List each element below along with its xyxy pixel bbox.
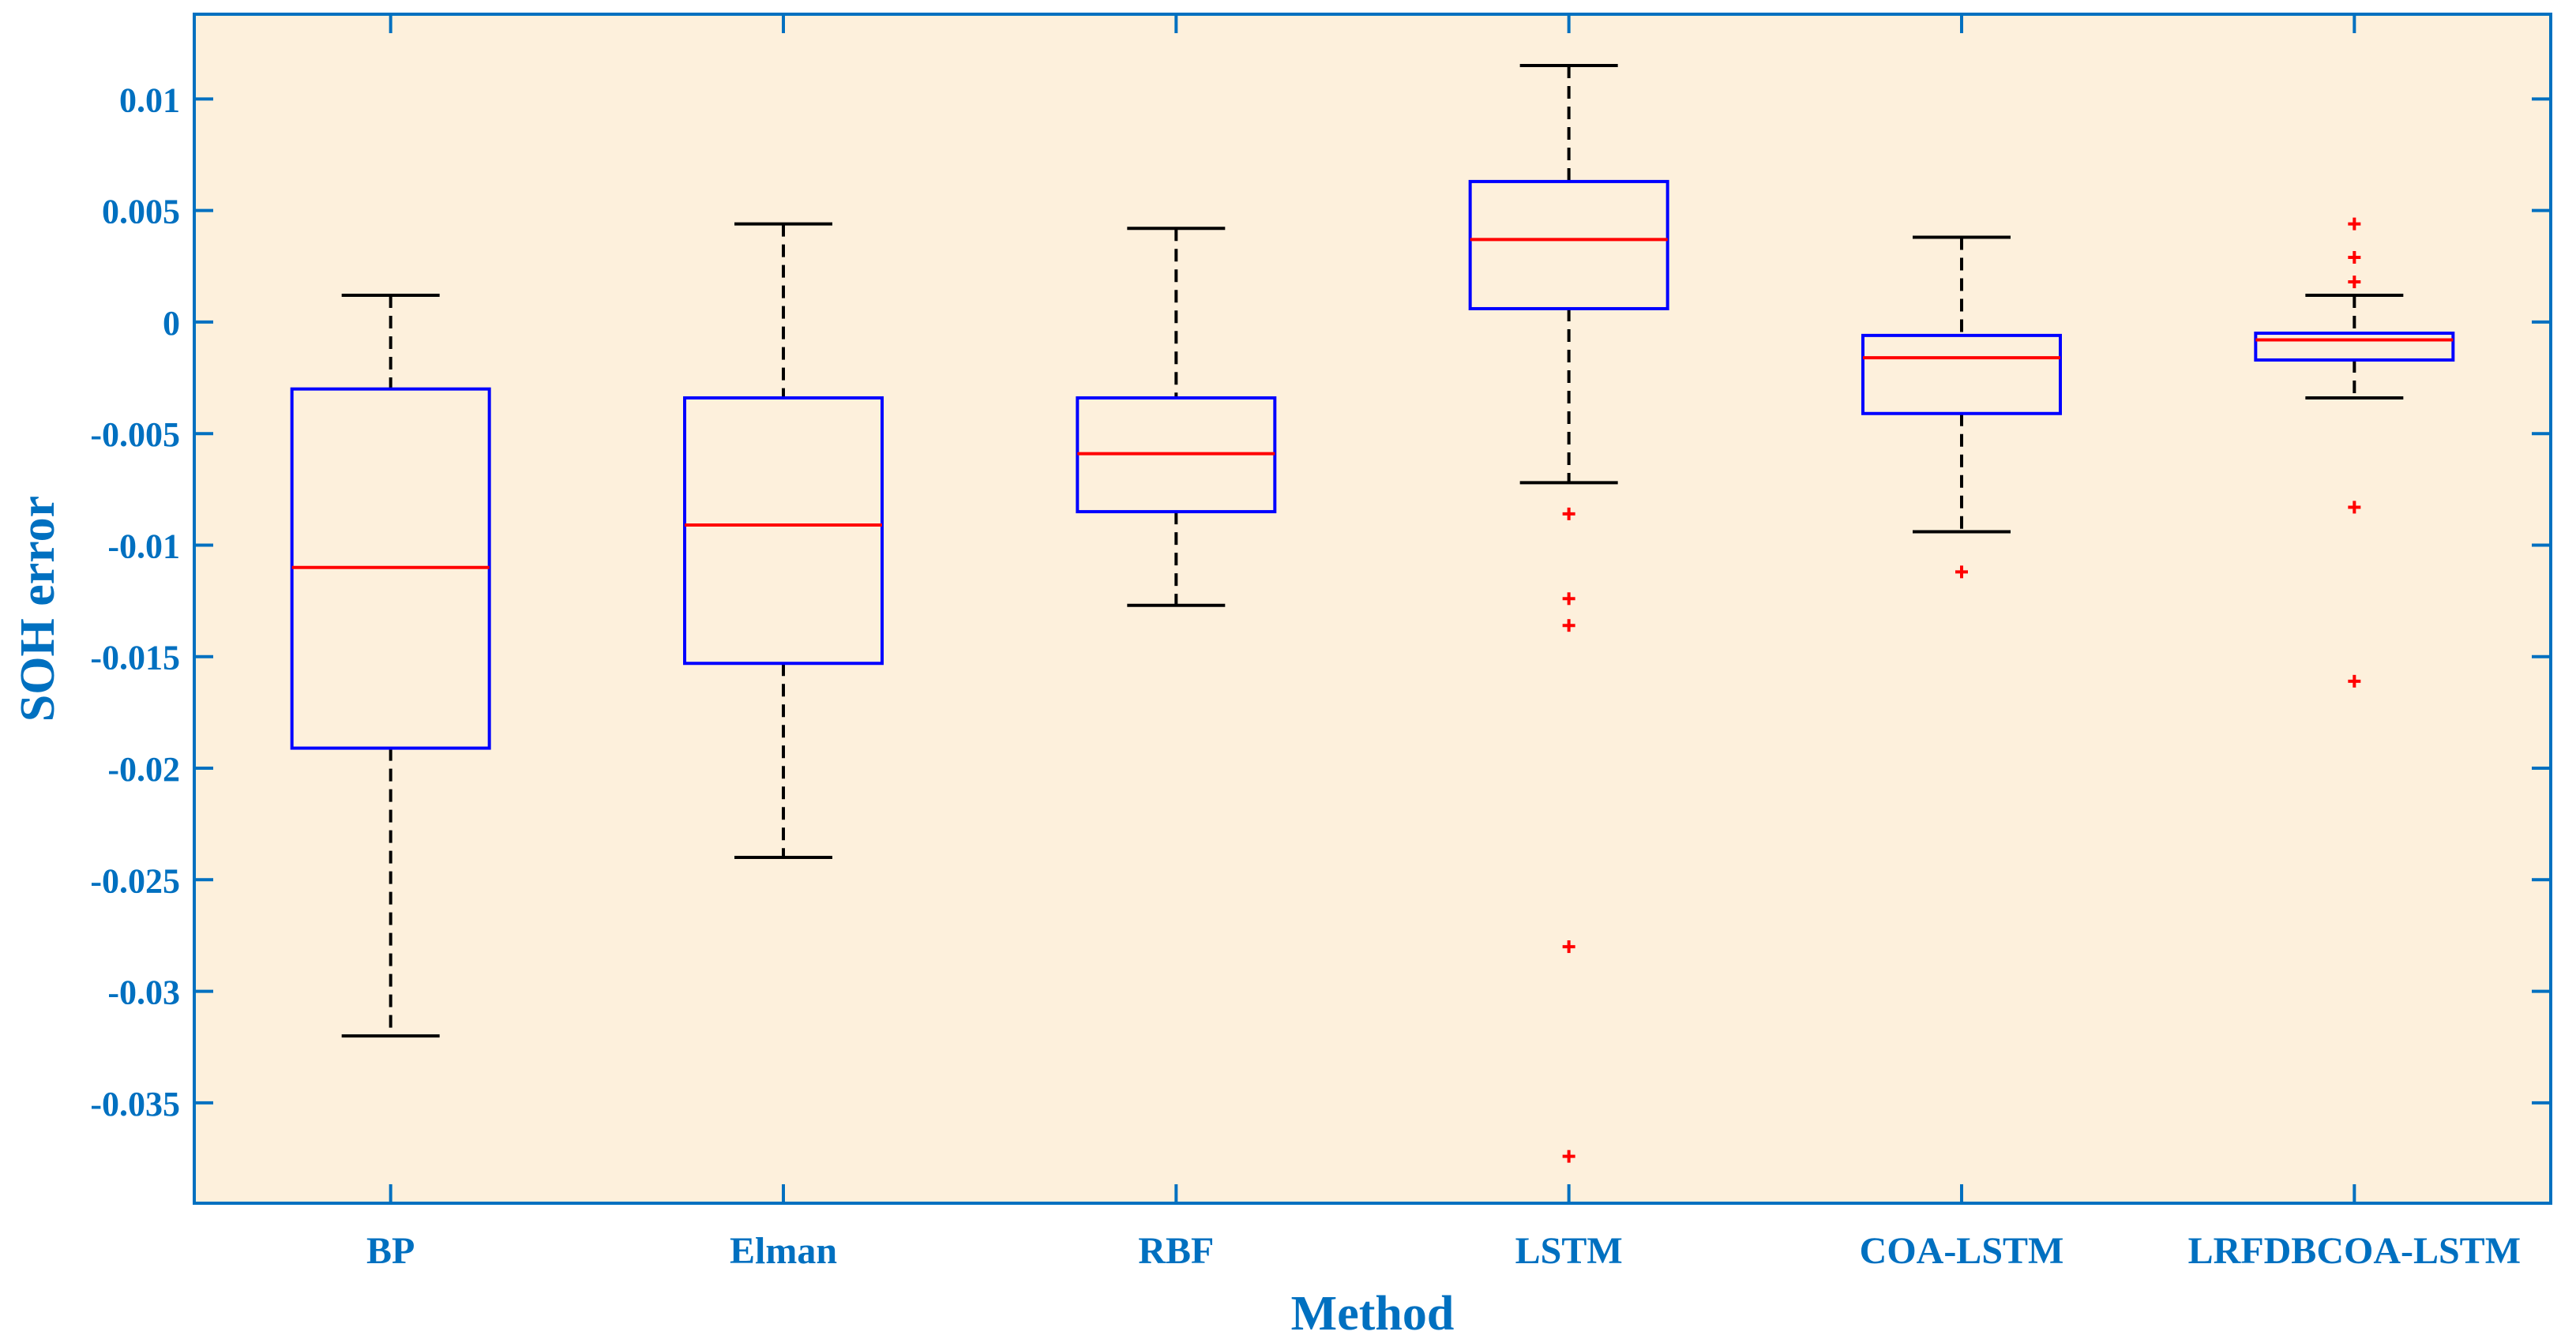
- x-tick-label: RBF: [1138, 1230, 1214, 1272]
- x-axis-label: Method: [1291, 1287, 1455, 1335]
- iqr-box: [1861, 333, 2062, 415]
- box-elman: [683, 222, 884, 860]
- y-tick-label: -0.02: [107, 750, 180, 789]
- y-tick-label: -0.005: [90, 415, 180, 454]
- box-lstm: [1468, 63, 1669, 1163]
- x-tick-label: LRFDBCOA-LSTM: [2188, 1230, 2521, 1272]
- outlier-marker: [2348, 501, 2361, 514]
- y-tick-label: 0.01: [119, 81, 180, 119]
- outlier-marker: [2348, 674, 2361, 688]
- outlier-marker: [1562, 507, 1575, 520]
- y-tick-label: 0.005: [102, 193, 180, 231]
- y-tick-label: -0.03: [107, 973, 180, 1012]
- x-tick-label: Elman: [730, 1230, 837, 1272]
- outlier-marker: [1562, 619, 1575, 632]
- outlier-marker: [1562, 592, 1575, 606]
- plot-frame: [193, 13, 2552, 1205]
- iqr-box: [1468, 179, 1669, 310]
- y-axis-label: SOH error: [11, 496, 65, 722]
- box-bp: [290, 294, 491, 1038]
- outlier-marker: [1562, 940, 1575, 954]
- outlier-marker: [1955, 565, 1968, 579]
- y-axis-ticks: 0.01 0.005 0 -0.005 -0.01 -0.015 -0.02 -0.025 -0…: [90, 81, 2551, 1123]
- x-axis-ticks: BP Elman RBF LSTM COA-LSTM LRFDBCOA-LSTM: [366, 14, 2521, 1272]
- box-coa-lstm: [1861, 235, 2062, 579]
- outlier-marker: [2348, 276, 2361, 289]
- outlier-marker: [1562, 1150, 1575, 1163]
- y-tick-label: -0.01: [107, 527, 180, 565]
- y-tick-label: -0.015: [90, 639, 180, 677]
- x-tick-label: LSTM: [1515, 1230, 1623, 1272]
- box-rbf: [1076, 227, 1277, 607]
- x-tick-label: BP: [366, 1230, 415, 1272]
- y-tick-label: -0.025: [90, 861, 180, 900]
- outlier-marker: [2348, 217, 2361, 231]
- box-lrfdbcoa-lstm: [2254, 217, 2455, 688]
- iqr-box: [683, 396, 884, 666]
- y-tick-label: 0: [163, 304, 180, 343]
- x-tick-label: COA-LSTM: [1860, 1230, 2064, 1272]
- plot-area: [194, 14, 2551, 1203]
- box-series: [290, 63, 2455, 1163]
- iqr-box: [2254, 332, 2455, 362]
- outlier-marker: [2348, 250, 2361, 264]
- y-tick-label: -0.035: [90, 1085, 180, 1123]
